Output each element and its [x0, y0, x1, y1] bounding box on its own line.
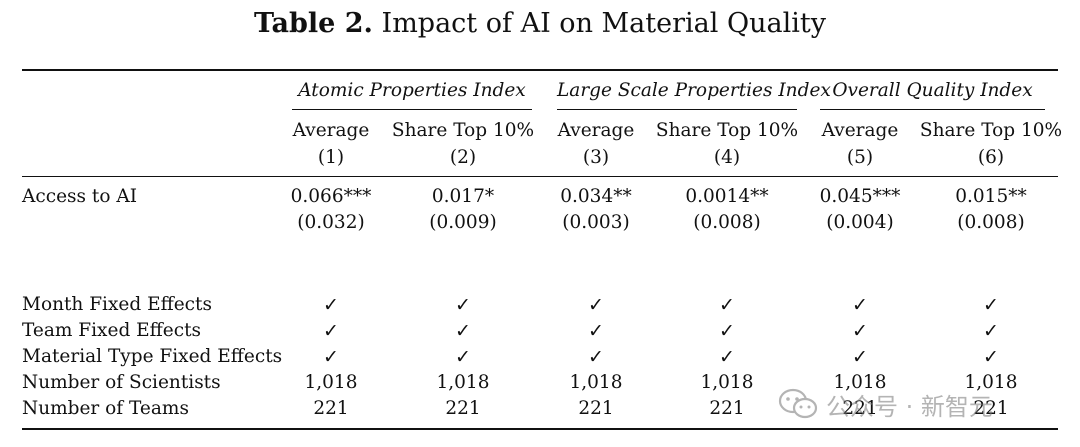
column-number: (3)	[582, 147, 610, 168]
coefficient-cell: 0.034**	[560, 186, 632, 207]
column-number: (1)	[317, 147, 345, 168]
column-header: Share Top 10%	[391, 120, 535, 141]
column-header: Share Top 10%	[919, 120, 1063, 141]
standard-error-cell: (0.008)	[693, 212, 761, 233]
count-cell: 1,018	[304, 372, 358, 393]
coefficient-cell: 0.017*	[431, 186, 495, 207]
checkmark-cell: ✓	[455, 346, 471, 368]
checkmark-cell: ✓	[323, 294, 339, 316]
row-label-team-fe: Team Fixed Effects	[22, 320, 202, 341]
count-cell: 221	[313, 398, 349, 419]
table-label: Table 2.	[254, 8, 373, 39]
standard-error-cell: (0.008)	[957, 212, 1025, 233]
column-number: (4)	[713, 147, 741, 168]
count-cell: 1,018	[964, 372, 1018, 393]
coefficient-cell: 0.015**	[955, 186, 1027, 207]
column-number: (5)	[846, 147, 874, 168]
count-cell: 1,018	[569, 372, 623, 393]
checkmark-cell: ✓	[983, 320, 999, 342]
count-cell: 221	[578, 398, 614, 419]
group-header-large-scale: Large Scale Properties Index	[557, 80, 831, 101]
group-rule-atomic	[292, 109, 532, 110]
group-rule-overall	[820, 109, 1045, 110]
group-header-atomic: Atomic Properties Index	[298, 80, 526, 101]
checkmark-cell: ✓	[852, 320, 868, 342]
table-caption: Impact of AI on Material Quality	[381, 8, 826, 39]
count-cell: 221	[973, 398, 1009, 419]
standard-error-cell: (0.004)	[826, 212, 894, 233]
checkmark-cell: ✓	[719, 346, 735, 368]
count-cell: 1,018	[436, 372, 490, 393]
standard-error-cell: (0.032)	[297, 212, 365, 233]
column-number: (2)	[449, 147, 477, 168]
checkmark-cell: ✓	[455, 320, 471, 342]
column-header: Average	[292, 120, 370, 141]
checkmark-cell: ✓	[719, 294, 735, 316]
row-label-number-of-teams: Number of Teams	[22, 398, 189, 419]
bottom-rule	[22, 428, 1058, 430]
count-cell: 1,018	[833, 372, 887, 393]
checkmark-cell: ✓	[719, 320, 735, 342]
column-header: Average	[821, 120, 899, 141]
row-label-material-type-fe: Material Type Fixed Effects	[22, 346, 283, 367]
column-header: Average	[557, 120, 635, 141]
top-rule	[22, 69, 1058, 71]
checkmark-cell: ✓	[588, 320, 604, 342]
coefficient-cell: 0.066***	[290, 186, 372, 207]
standard-error-cell: (0.003)	[562, 212, 630, 233]
coefficient-cell: 0.0014**	[685, 186, 769, 207]
coefficient-cell: 0.045***	[819, 186, 901, 207]
checkmark-cell: ✓	[323, 320, 339, 342]
wechat-icon	[778, 388, 818, 419]
checkmark-cell: ✓	[588, 294, 604, 316]
header-rule	[22, 176, 1058, 177]
row-label-month-fe: Month Fixed Effects	[22, 294, 212, 315]
checkmark-cell: ✓	[852, 294, 868, 316]
checkmark-cell: ✓	[983, 346, 999, 368]
count-cell: 221	[445, 398, 481, 419]
checkmark-cell: ✓	[852, 346, 868, 368]
checkmark-cell: ✓	[323, 346, 339, 368]
checkmark-cell: ✓	[455, 294, 471, 316]
count-cell: 1,018	[700, 372, 754, 393]
group-rule-large-scale	[557, 109, 797, 110]
count-cell: 221	[842, 398, 878, 419]
row-label-number-of-scientists: Number of Scientists	[22, 372, 221, 393]
table-title: Table 2. Impact of AI on Material Qualit…	[0, 8, 1080, 39]
group-header-overall: Overall Quality Index	[832, 80, 1033, 101]
checkmark-cell: ✓	[983, 294, 999, 316]
row-label-access-to-ai: Access to AI	[22, 186, 138, 207]
checkmark-cell: ✓	[588, 346, 604, 368]
standard-error-cell: (0.009)	[429, 212, 497, 233]
column-number: (6)	[977, 147, 1005, 168]
count-cell: 221	[709, 398, 745, 419]
column-header: Share Top 10%	[655, 120, 799, 141]
